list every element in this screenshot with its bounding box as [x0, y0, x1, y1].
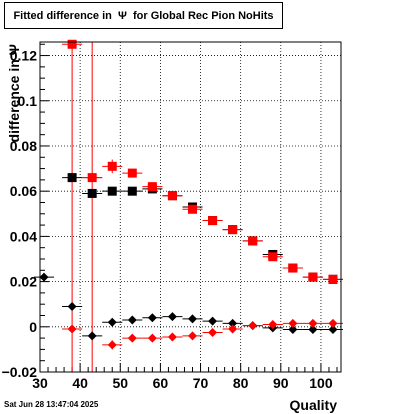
data-point-square-1: [288, 263, 298, 273]
x-tick-label: 100: [309, 375, 333, 391]
data-point-diamond-3: [308, 318, 318, 328]
data-point-square-1: [127, 168, 137, 178]
data-point-square-1: [308, 272, 318, 282]
data-point-diamond-2: [127, 315, 137, 325]
data-point-diamond-2: [328, 325, 338, 335]
data-point-diamond-2: [167, 312, 177, 322]
data-point-diamond-3: [208, 327, 218, 337]
data-point-diamond-2: [67, 301, 77, 311]
data-point-diamond-2: [147, 313, 157, 323]
data-point-diamond-3: [127, 333, 137, 343]
x-tick-label: 90: [273, 375, 289, 391]
y-tick-label: 0.06: [10, 183, 37, 199]
y-tick-label: −0.02: [2, 364, 38, 380]
data-point-diamond-2: [228, 318, 238, 328]
data-point-diamond-3: [268, 320, 278, 330]
x-tick-label: 60: [153, 375, 169, 391]
data-point-diamond-3: [107, 340, 117, 350]
x-tick-label: 30: [32, 375, 48, 391]
data-point-diamond-3: [188, 331, 198, 341]
data-point-diamond-3: [167, 332, 177, 342]
data-point-square-0: [107, 186, 117, 196]
data-point-diamond-2: [39, 272, 49, 282]
data-point-diamond-2: [308, 325, 318, 335]
x-axis-label: Quality: [290, 397, 338, 413]
data-point-square-1: [67, 39, 77, 49]
x-tick-label: 70: [193, 375, 209, 391]
data-point-diamond-3: [328, 318, 338, 328]
y-tick-label: 0.1: [18, 93, 38, 109]
data-point-square-0: [127, 186, 137, 196]
data-point-diamond-3: [288, 318, 298, 328]
data-point-square-1: [328, 274, 338, 284]
data-point-square-1: [208, 216, 218, 226]
data-point-diamond-2: [288, 325, 298, 335]
data-point-square-1: [167, 191, 177, 201]
data-point-diamond-3: [147, 333, 157, 343]
y-tick-label: 0.08: [10, 138, 37, 154]
data-point-diamond-2: [208, 316, 218, 326]
y-tick-label: 0: [29, 319, 37, 335]
x-tick-label: 50: [112, 375, 128, 391]
data-point-diamond-2: [87, 331, 97, 341]
chart-title: Fitted difference in Ψ for Global Rec Pi…: [4, 2, 283, 29]
data-point-diamond-2: [107, 317, 117, 327]
data-point-diamond-3: [67, 324, 77, 334]
data-point-square-0: [87, 188, 97, 198]
y-tick-label: 0.02: [10, 274, 37, 290]
data-point-square-0: [67, 173, 77, 183]
data-point-square-1: [268, 252, 278, 262]
data-point-square-1: [147, 182, 157, 192]
y-axis-label: difference in Ψ: [6, 44, 22, 142]
data-point-diamond-3: [87, 173, 97, 183]
x-tick-label: 80: [233, 375, 249, 391]
y-tick-label: 0.04: [10, 228, 37, 244]
x-tick-label: 40: [72, 375, 88, 391]
y-tick-label: 0.12: [10, 48, 37, 64]
data-point-diamond-2: [188, 314, 198, 324]
data-point-diamond-3: [228, 324, 238, 334]
timestamp: Sat Jun 28 13:47:04 2025: [4, 400, 99, 409]
data-point-square-1: [188, 204, 198, 214]
plot-frame: [39, 41, 342, 373]
chart-title-text: Fitted difference in Ψ for Global Rec Pi…: [13, 9, 274, 22]
data-point-square-1: [248, 236, 258, 246]
data-point-diamond-3: [248, 321, 258, 331]
data-point-square-1: [107, 161, 117, 171]
data-point-square-1: [228, 225, 238, 235]
